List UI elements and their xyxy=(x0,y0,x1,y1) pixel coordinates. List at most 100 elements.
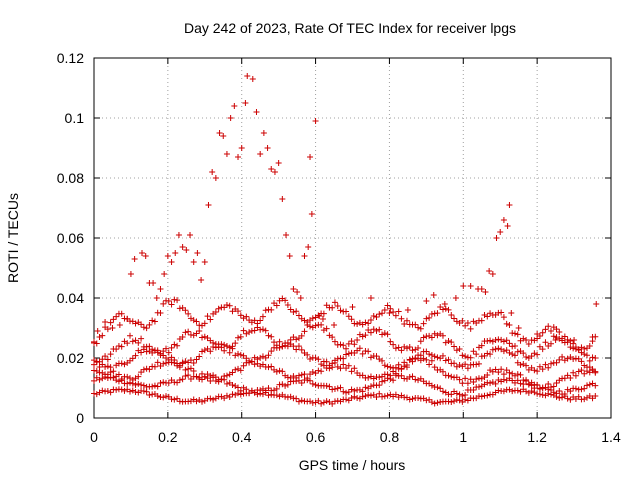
data-point xyxy=(284,302,291,309)
data-point xyxy=(365,348,372,355)
data-point xyxy=(556,356,563,363)
data-point xyxy=(484,313,491,320)
data-point xyxy=(542,361,549,368)
data-point xyxy=(209,169,216,175)
data-point xyxy=(525,380,532,387)
data-point xyxy=(244,73,251,79)
data-point xyxy=(404,307,411,313)
data-point xyxy=(592,368,599,375)
data-point xyxy=(210,396,217,403)
data-point xyxy=(351,365,358,372)
data-point xyxy=(459,392,466,399)
data-point xyxy=(578,386,585,393)
data-point xyxy=(542,384,549,391)
data-point xyxy=(223,380,230,387)
data-point xyxy=(498,366,505,373)
data-point xyxy=(583,352,590,359)
data-point xyxy=(140,366,147,373)
data-point xyxy=(212,378,219,385)
data-point xyxy=(326,383,333,390)
data-point xyxy=(182,358,189,365)
data-point xyxy=(218,344,225,351)
data-point xyxy=(395,308,402,315)
data-point xyxy=(340,361,347,368)
data-point xyxy=(232,340,239,347)
data-point xyxy=(135,373,142,380)
y-tick-label: 0.04 xyxy=(57,290,84,306)
data-point xyxy=(146,391,153,398)
data-point xyxy=(259,326,266,333)
data-point xyxy=(329,400,336,407)
data-point xyxy=(504,223,511,229)
data-point xyxy=(373,327,380,334)
data-point xyxy=(138,335,145,342)
data-point xyxy=(473,351,480,358)
data-point xyxy=(367,295,374,301)
data-point xyxy=(107,319,114,326)
data-point xyxy=(196,375,203,382)
data-point xyxy=(423,315,430,322)
data-point xyxy=(478,375,485,382)
data-point xyxy=(547,360,554,367)
data-point xyxy=(221,341,228,348)
data-point xyxy=(142,253,149,259)
data-point xyxy=(431,364,438,371)
data-point xyxy=(511,330,518,337)
data-point xyxy=(340,342,347,349)
data-point xyxy=(456,376,463,383)
data-point xyxy=(276,338,283,345)
data-point xyxy=(248,358,255,365)
data-point xyxy=(118,377,125,384)
data-point xyxy=(412,321,419,328)
data-point xyxy=(500,388,507,395)
data-point xyxy=(312,399,319,406)
data-point xyxy=(254,356,261,363)
data-point xyxy=(99,332,106,339)
data-point xyxy=(295,312,302,319)
data-point xyxy=(298,346,305,353)
data-point xyxy=(406,356,413,363)
data-point xyxy=(539,391,546,398)
data-point xyxy=(423,356,430,363)
data-point xyxy=(445,306,452,313)
data-point xyxy=(96,334,103,341)
data-point xyxy=(453,390,460,397)
data-point xyxy=(376,311,383,318)
data-point xyxy=(451,315,458,322)
data-point xyxy=(157,286,164,292)
data-point xyxy=(506,321,513,328)
data-point xyxy=(484,350,491,357)
data-point xyxy=(564,355,571,362)
data-point xyxy=(91,377,97,384)
data-point xyxy=(309,315,316,322)
data-point xyxy=(581,385,588,392)
data-point xyxy=(143,325,150,332)
data-point xyxy=(459,380,466,387)
data-point xyxy=(403,345,410,352)
data-point xyxy=(312,370,319,377)
data-point xyxy=(428,399,435,406)
data-point xyxy=(453,347,460,354)
data-point xyxy=(475,383,482,390)
data-point xyxy=(229,369,236,376)
data-point xyxy=(187,365,194,372)
data-point xyxy=(431,400,438,407)
data-point xyxy=(320,310,327,317)
data-point xyxy=(571,337,578,343)
data-point xyxy=(104,356,111,363)
data-point xyxy=(320,399,327,406)
data-point xyxy=(284,343,291,350)
data-point xyxy=(470,387,477,394)
data-point xyxy=(223,151,230,157)
data-point xyxy=(470,348,477,355)
data-point xyxy=(160,394,167,401)
data-point xyxy=(154,393,161,400)
data-point xyxy=(129,355,136,362)
data-point xyxy=(581,370,588,377)
data-point xyxy=(445,337,452,344)
data-point xyxy=(246,390,253,397)
data-point xyxy=(295,343,302,350)
data-point xyxy=(359,350,366,357)
data-point xyxy=(165,298,172,305)
data-point xyxy=(428,357,435,364)
